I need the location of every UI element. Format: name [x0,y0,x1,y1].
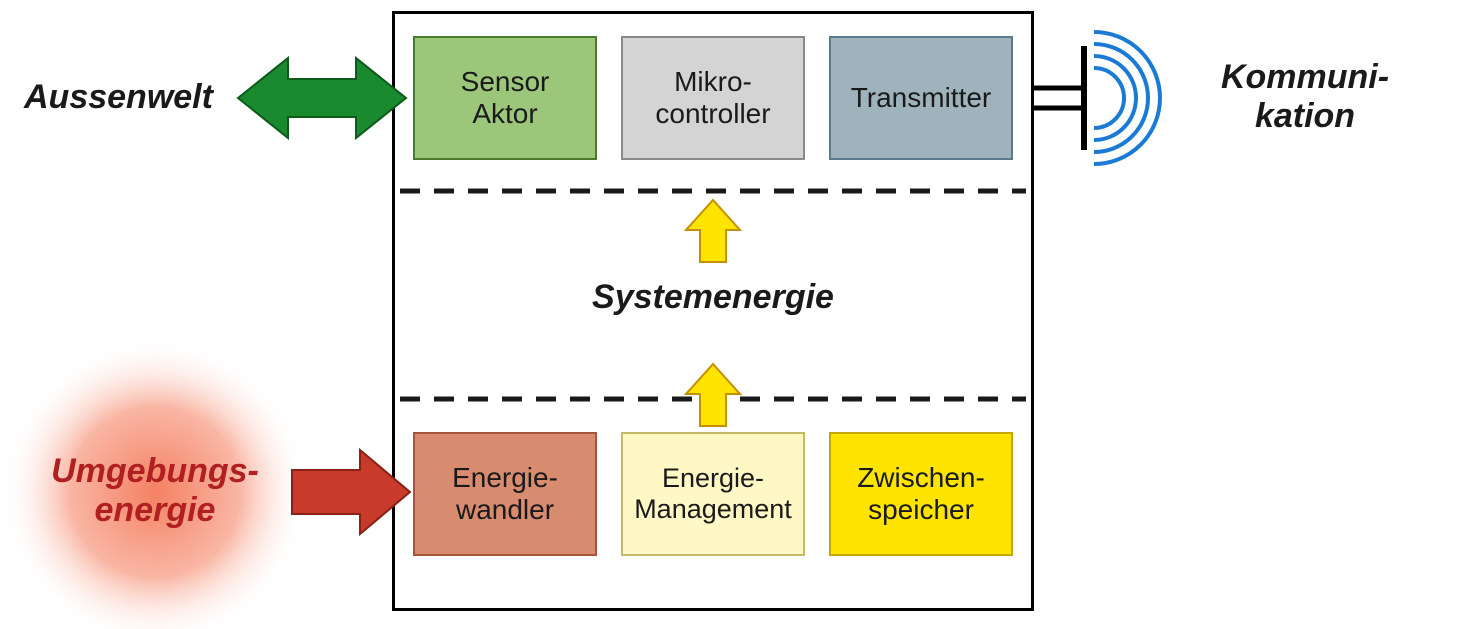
arrow-yellow-up-top-icon [686,200,740,262]
label-systemenergie: Systemenergie [513,278,913,317]
label-aussenwelt: Aussenwelt [24,78,213,117]
label-line1: Umgebungs- [51,452,259,490]
arrow-green-double-icon [238,58,406,138]
label-umgebungsenergie: Umgebungs- energie [48,452,262,530]
antenna-icon [1034,32,1160,164]
arrow-yellow-up-bottom-icon [686,364,740,426]
arrow-red-right-icon [292,450,410,534]
label-line1: Kommuni- [1221,58,1389,96]
label-line2: energie [95,491,216,529]
label-line2: kation [1255,97,1355,135]
label-kommunikation: Kommuni- kation [1190,58,1420,136]
